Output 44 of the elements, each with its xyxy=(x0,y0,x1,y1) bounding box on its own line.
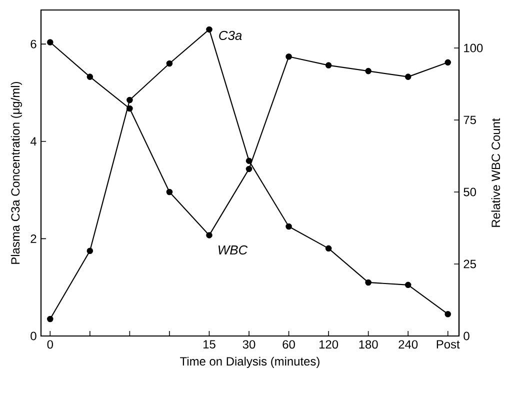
y-tick-label: 2 xyxy=(30,234,36,243)
x-tick-label: 30 xyxy=(242,340,256,349)
point xyxy=(246,158,252,164)
point xyxy=(206,26,212,33)
x-tick-label: 0 xyxy=(47,340,54,349)
x-tick-label: 180 xyxy=(359,340,378,349)
point xyxy=(365,68,372,74)
point xyxy=(86,74,94,80)
x-tick-label: 240 xyxy=(398,340,418,349)
point xyxy=(86,248,94,254)
point xyxy=(47,39,54,46)
point xyxy=(404,74,412,80)
point xyxy=(126,96,133,104)
point xyxy=(444,59,452,66)
series-label: WBC xyxy=(218,245,248,255)
y2-tick-label: 50 xyxy=(464,188,476,196)
point xyxy=(246,166,252,172)
point xyxy=(166,60,173,67)
point xyxy=(166,188,173,196)
x-tick-label: 15 xyxy=(203,340,216,349)
y-axis-title: Plasma C3a Concentration (μg/ml) xyxy=(10,82,22,264)
y2-tick-label: 25 xyxy=(464,260,476,268)
y-tick-label: 6 xyxy=(30,40,36,48)
point xyxy=(286,223,292,230)
y-tick-label: 0 xyxy=(30,332,36,340)
y-tick-label: 4 xyxy=(30,137,36,146)
point xyxy=(206,232,212,238)
x-tick-label: 120 xyxy=(319,340,338,349)
point xyxy=(325,62,332,68)
x-tick-label: Post xyxy=(436,340,460,349)
point xyxy=(444,310,452,318)
point xyxy=(325,245,332,252)
y2-axis-title: Relative WBC Count xyxy=(491,118,500,227)
point xyxy=(365,279,372,286)
point xyxy=(126,105,133,112)
point xyxy=(286,54,292,60)
y2-tick-label: 100 xyxy=(464,44,483,52)
series-label: C3a xyxy=(219,30,242,40)
y2-tick-label: 75 xyxy=(464,116,476,124)
point xyxy=(47,316,54,322)
x-tick-label: 60 xyxy=(282,340,295,349)
x-axis-title: Time on Dialysis (minutes) xyxy=(180,356,320,368)
y2-tick-label: 0 xyxy=(464,332,470,340)
point xyxy=(404,282,412,288)
